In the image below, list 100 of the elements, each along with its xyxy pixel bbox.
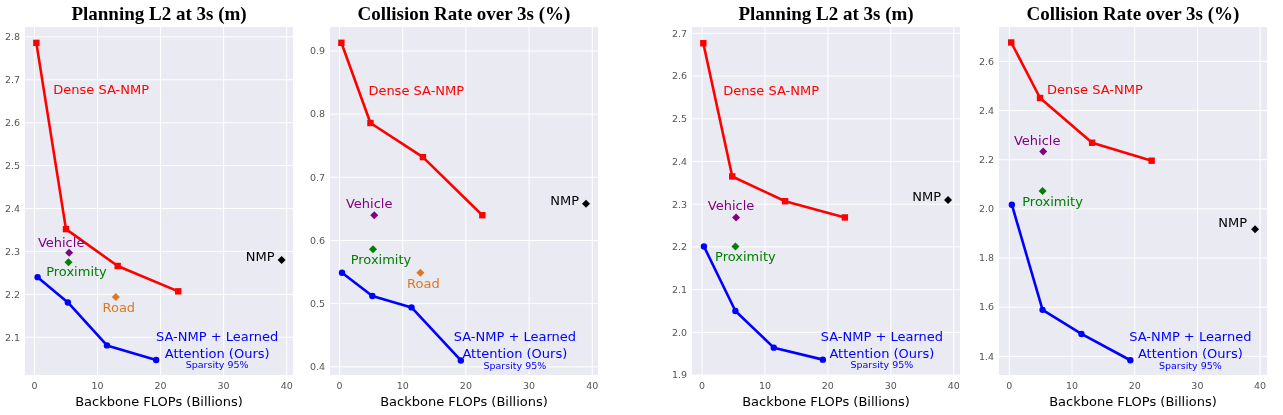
y-tick-label: 2.5: [671, 113, 687, 125]
y-tick-label: 0.8: [309, 108, 325, 120]
series-label: Vehicle: [37, 234, 85, 250]
y-tick-label: 2.6: [671, 70, 687, 82]
point: [841, 214, 849, 221]
annotation: Sparsity 95%: [850, 359, 914, 371]
point: [1008, 201, 1016, 208]
series-label: Vehicle: [346, 195, 393, 211]
x-tick-label: 0: [699, 380, 706, 391]
y-tick-label: 1.9: [671, 369, 687, 381]
x-tick-label: 30: [217, 380, 230, 391]
point: [732, 213, 741, 222]
point: [370, 211, 379, 220]
series-label: Proximity: [715, 248, 777, 264]
annotation: Sparsity 95%: [185, 359, 249, 371]
point: [700, 40, 707, 47]
series-label: Proximity: [1022, 193, 1084, 209]
y-tick-label: 2.1: [4, 331, 20, 343]
y-tick-label: 2.7: [4, 74, 20, 86]
x-tick-label: 10: [1065, 380, 1079, 391]
point: [731, 242, 740, 251]
series-label: Vehicle: [1013, 132, 1061, 148]
point: [1251, 225, 1260, 234]
point: [1039, 306, 1046, 314]
chart-title: Planning L2 at 3s (m): [71, 3, 247, 25]
x-tick-label: 20: [821, 380, 834, 391]
series-label: Dense SA-NMP: [53, 81, 150, 97]
y-tick-label: 0.4: [309, 361, 325, 373]
x-axis-title: Backbone FLOPs (Billions): [742, 394, 910, 409]
y-tick-label: 2.2: [4, 288, 20, 300]
x-axis-title: Backbone FLOPs (Billions): [1049, 394, 1217, 409]
x-axis-title: Backbone FLOPs (Billions): [75, 394, 243, 409]
series-label: NMP: [912, 188, 942, 204]
point: [700, 243, 708, 250]
point: [1148, 157, 1155, 164]
point: [944, 195, 953, 204]
y-tick-label: 2.6: [978, 55, 994, 67]
series-label: SA-NMP + Learned Attention (Ours): [820, 328, 944, 361]
x-tick-label: 20: [154, 380, 167, 391]
y-tick-label: 2.3: [671, 198, 687, 210]
point: [65, 248, 74, 257]
point: [111, 292, 120, 301]
point: [175, 288, 182, 295]
point: [338, 39, 345, 46]
point: [732, 307, 739, 315]
x-tick-label: 30: [884, 380, 897, 391]
point: [114, 262, 121, 270]
y-tick-label: 2.0: [978, 203, 994, 215]
point: [408, 304, 415, 311]
point: [729, 173, 736, 180]
x-tick-label: 10: [758, 380, 772, 391]
point: [33, 39, 40, 47]
x-tick-label: 10: [91, 380, 104, 391]
y-tick-label: 2.3: [4, 245, 20, 257]
x-axis-title: Backbone FLOPs (Billions): [380, 394, 548, 409]
x-tick-label: 30: [523, 380, 536, 391]
x-tick-label: 40: [586, 380, 599, 391]
point: [581, 199, 590, 208]
point: [369, 292, 376, 300]
x-tick-label: 40: [1254, 380, 1267, 391]
series-label: Road: [407, 275, 440, 291]
series-label: Dense SA-NMP: [1047, 81, 1143, 97]
y-tick-label: 2.4: [978, 104, 994, 116]
point: [338, 269, 346, 276]
x-tick-label: 40: [947, 380, 960, 391]
y-tick-label: 0.7: [309, 171, 325, 183]
x-tick-label: 0: [1006, 380, 1013, 391]
y-tick-label: 2.4: [4, 202, 20, 214]
series-label: NMP: [1218, 214, 1248, 230]
series-label: Proximity: [46, 263, 108, 279]
point: [277, 256, 286, 264]
series-label: SA-NMP + Learned Attention (Ours): [1129, 328, 1252, 361]
y-tick-label: 2.4: [671, 155, 687, 167]
x-tick-label: 30: [1191, 380, 1204, 391]
series-label: Dense SA-NMP: [723, 82, 820, 98]
point: [1008, 39, 1015, 46]
y-tick-label: 0.5: [309, 297, 325, 309]
y-tick-label: 2.6: [4, 117, 20, 129]
point: [152, 356, 160, 364]
point: [1078, 330, 1085, 338]
series-label: Proximity: [350, 251, 412, 267]
point: [416, 268, 425, 277]
series-label: SA-NMP + Learned Attention (Ours): [156, 328, 279, 361]
chart-title: Planning L2 at 3s (m): [738, 3, 914, 25]
x-tick-label: 20: [459, 380, 472, 391]
y-tick-label: 1.4: [978, 350, 994, 362]
point: [1127, 357, 1134, 364]
point: [1038, 186, 1047, 195]
point: [1039, 147, 1048, 156]
series-label: NMP: [245, 248, 275, 264]
point: [34, 273, 41, 281]
annotation: Sparsity 95%: [483, 359, 547, 371]
y-tick-label: 1.6: [978, 301, 994, 313]
x-tick-label: 0: [336, 380, 343, 391]
annotation: Sparsity 95%: [1158, 359, 1222, 371]
series-label: SA-NMP + Learned Attention (Ours): [453, 328, 576, 361]
series-label: Vehicle: [707, 197, 755, 213]
y-tick-label: 1.8: [978, 252, 994, 264]
y-tick-label: 0.6: [309, 234, 325, 246]
x-tick-label: 0: [31, 380, 38, 391]
